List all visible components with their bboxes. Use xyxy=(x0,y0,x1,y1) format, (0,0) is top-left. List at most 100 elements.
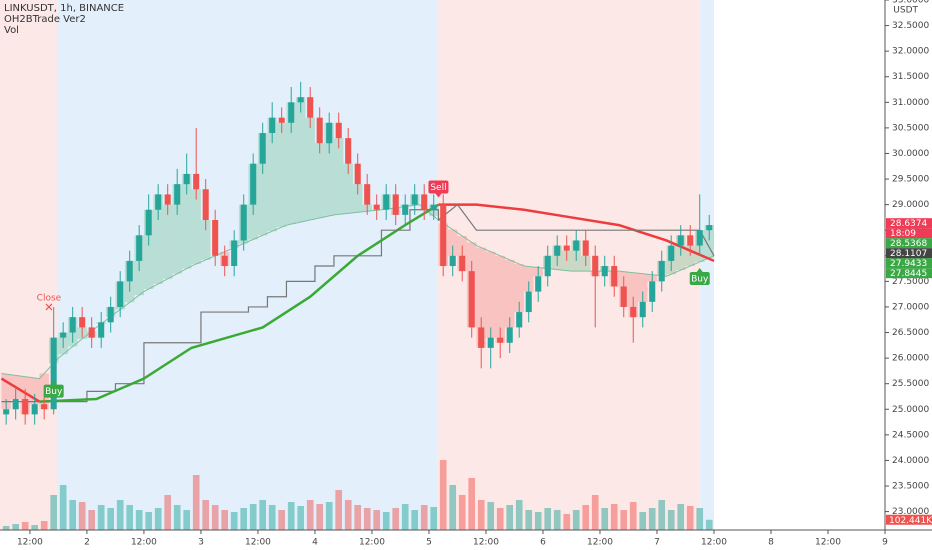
candle-body xyxy=(373,204,380,210)
indicator-line xyxy=(39,203,440,403)
candle-body xyxy=(506,327,513,343)
volume-bar xyxy=(696,508,704,530)
candle-body xyxy=(231,240,238,267)
volume xyxy=(2,460,713,530)
volume-bar xyxy=(525,510,533,530)
signal-pointer xyxy=(435,193,442,198)
cloud-band xyxy=(514,263,524,313)
candle-body xyxy=(430,204,437,210)
x-tick-label: 12:00 xyxy=(473,538,499,548)
candle-body xyxy=(364,184,371,205)
time-axis xyxy=(0,530,885,550)
x-tick-label: 12:00 xyxy=(245,538,271,548)
cloud-band xyxy=(704,225,714,258)
volume-bar xyxy=(468,478,476,530)
title: LINKUSDT, 1h, BINANCE xyxy=(4,3,124,14)
candle-body xyxy=(202,189,209,220)
volume-bar xyxy=(183,510,191,530)
cloud-band xyxy=(181,173,192,269)
x-tick-label: 12:00 xyxy=(17,538,43,548)
candle-body xyxy=(193,173,200,190)
volume-bar xyxy=(306,500,314,530)
volume-bar xyxy=(572,510,580,530)
volume-bar xyxy=(249,504,257,530)
volume-bar xyxy=(31,525,39,530)
volume-bar xyxy=(240,508,248,530)
candle-body xyxy=(307,97,314,118)
volume-bar xyxy=(344,500,352,530)
y-tick-label: 26.5000 xyxy=(892,328,929,338)
cloud-band xyxy=(295,97,306,223)
volume-bar xyxy=(430,507,438,530)
candle-body xyxy=(250,163,257,205)
candle-body xyxy=(326,122,333,144)
cloud-band xyxy=(153,194,163,284)
volume-bar xyxy=(544,508,552,530)
volume-bar xyxy=(268,505,276,530)
cloud-band xyxy=(333,138,344,215)
volume-bar xyxy=(211,505,219,530)
volume-bar xyxy=(88,510,96,530)
candle-body xyxy=(98,322,105,338)
volume-bar xyxy=(325,502,333,530)
y-tick-label: 33.0000 xyxy=(892,0,929,6)
volume-bar xyxy=(69,500,77,530)
volume-bar xyxy=(97,505,105,530)
candle-body xyxy=(487,337,494,348)
candle-body xyxy=(69,317,76,333)
x-tick-label: 3 xyxy=(198,538,204,548)
candle-body xyxy=(50,337,57,410)
countdown-box xyxy=(886,228,932,239)
y-tick-label: 31.5000 xyxy=(892,72,929,82)
volume-bar xyxy=(620,510,628,530)
price-label-text: 27.9433 xyxy=(890,259,927,269)
signal-text: Sell xyxy=(430,183,446,193)
candle-body xyxy=(155,194,162,210)
volume-bar xyxy=(297,506,305,530)
volume-bar xyxy=(316,504,324,530)
candle-body xyxy=(402,204,409,215)
close-marker xyxy=(45,303,53,311)
candle-body xyxy=(668,245,675,261)
cloud-band xyxy=(637,273,648,302)
cloud-band xyxy=(476,247,486,348)
y-tick-label: 29.0000 xyxy=(892,200,929,210)
annotations: Close Buy Sell Buy xyxy=(37,180,710,398)
volume-bar xyxy=(259,500,267,530)
candle-body xyxy=(297,97,304,103)
candle-body xyxy=(421,194,428,210)
volume-bar xyxy=(420,505,428,530)
background-zone xyxy=(57,0,438,530)
volume-bar xyxy=(126,505,134,530)
volume-bar xyxy=(107,508,115,530)
volume-bar xyxy=(439,460,447,530)
currency: USDT xyxy=(893,6,918,16)
candle-body xyxy=(478,327,485,348)
cloud-band xyxy=(143,209,154,290)
volume-bar xyxy=(591,495,599,530)
price-label-text: 28.5368 xyxy=(890,239,927,249)
candle-body xyxy=(269,117,276,134)
cloud-band xyxy=(485,251,496,338)
volume-bar xyxy=(154,508,162,530)
cloud-band xyxy=(257,133,268,236)
cloud-band xyxy=(162,204,173,279)
candle-body xyxy=(60,332,67,338)
candle-body xyxy=(468,271,475,328)
candle-body xyxy=(392,194,399,215)
candle-body xyxy=(544,255,551,277)
candle-body xyxy=(563,245,570,251)
cloud-band xyxy=(352,184,363,213)
volume-bar xyxy=(135,510,143,530)
volume-label-text: 102.441K xyxy=(889,516,932,526)
volume-bar xyxy=(164,495,172,530)
indicator-line xyxy=(1,203,715,403)
candle-body xyxy=(221,255,228,267)
annotation-text: Close xyxy=(37,293,62,303)
volume-bar xyxy=(658,500,666,530)
x-tick-label: 12:00 xyxy=(359,538,385,548)
volume-bar xyxy=(382,512,390,530)
volume-label xyxy=(886,514,932,525)
candle-body xyxy=(12,399,19,410)
volume-bar xyxy=(705,519,713,530)
